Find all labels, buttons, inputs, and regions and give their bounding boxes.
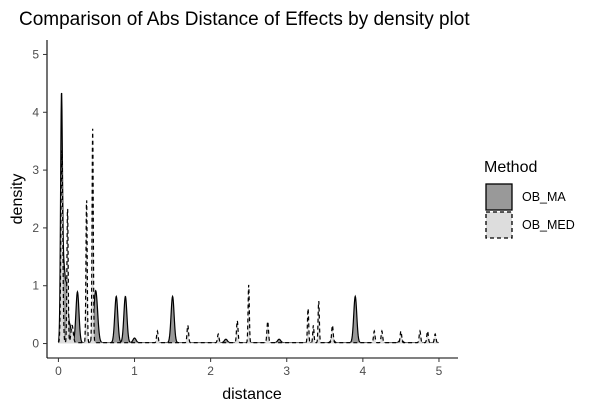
chart-title: Comparison of Abs Distance of Effects by… (19, 9, 470, 30)
legend-key-ob-med (485, 211, 513, 239)
y-axis-title: density (9, 174, 26, 225)
x-tick-label: 2 (207, 364, 214, 378)
y-tick-label: 1 (32, 279, 39, 293)
x-axis-title: distance (222, 386, 282, 403)
y-tick-label: 5 (32, 47, 39, 61)
y-tick-label: 3 (32, 163, 39, 177)
density-area-ob-ma (58, 93, 439, 344)
plot-area: 0 1 2 3 4 5 0 1 2 3 4 5 (32, 40, 458, 378)
legend-title: Method (484, 159, 537, 176)
x-axis-ticks: 0 1 2 3 4 5 (55, 358, 443, 378)
legend-label-ob-med: OB_MED (522, 218, 575, 232)
y-tick-label: 0 (32, 337, 39, 351)
x-tick-label: 3 (283, 364, 290, 378)
legend: Method OB_MA OB_MED (484, 159, 575, 239)
legend-key-ob-ma (485, 183, 513, 211)
y-axis-ticks: 0 1 2 3 4 5 (32, 47, 47, 351)
x-tick-label: 1 (131, 364, 138, 378)
y-tick-label: 2 (32, 221, 39, 235)
y-tick-label: 4 (32, 105, 39, 119)
density-line-ob-med (57, 128, 439, 344)
x-tick-label: 5 (436, 364, 443, 378)
legend-label-ob-ma: OB_MA (522, 190, 566, 204)
legend-items: OB_MA OB_MED (485, 183, 575, 239)
series-layer (57, 92, 439, 344)
x-tick-label: 4 (360, 364, 367, 378)
x-tick-label: 0 (55, 364, 62, 378)
